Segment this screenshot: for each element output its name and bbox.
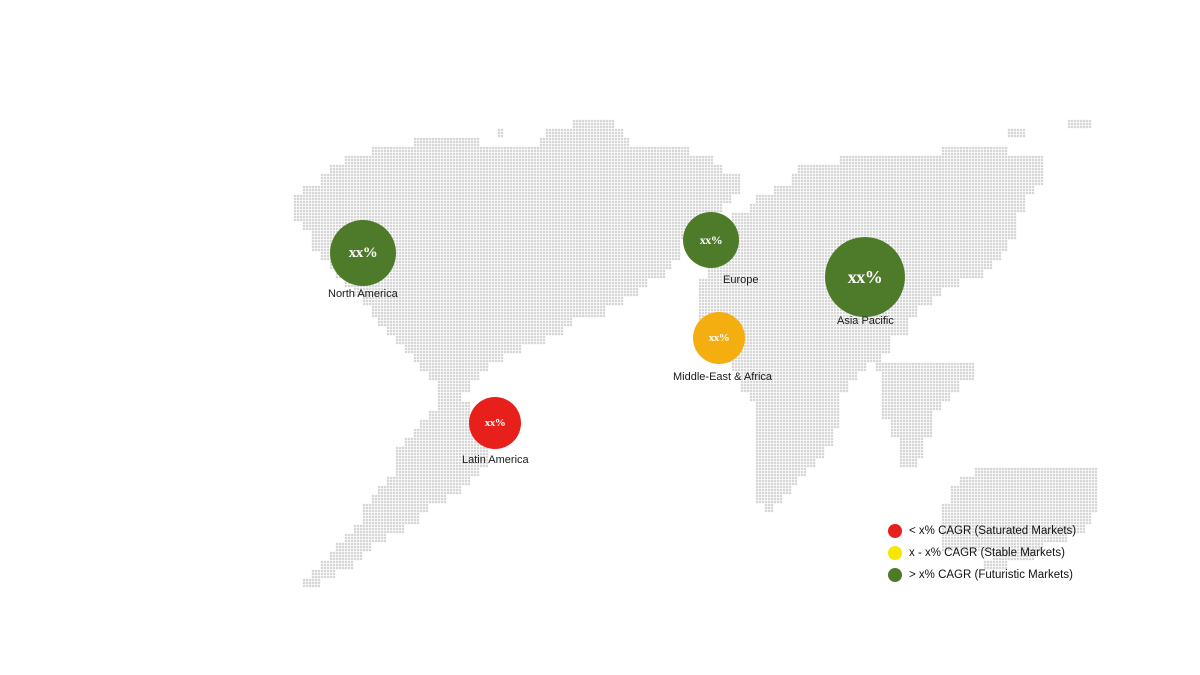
bubble-asia-pacific[interactable]: xx%: [825, 237, 905, 317]
legend-label-futuristic: > x% CAGR (Futuristic Markets): [909, 569, 1073, 581]
bubble-value-europe: xx%: [699, 233, 723, 247]
region-label-north-america: North America: [328, 288, 398, 300]
legend-dot-saturated: [888, 524, 902, 538]
legend-item-saturated[interactable]: < x% CAGR (Saturated Markets): [888, 520, 1118, 542]
legend-label-saturated: < x% CAGR (Saturated Markets): [909, 525, 1077, 537]
bubble-value-latin-america: xx%: [484, 416, 506, 429]
bubble-europe[interactable]: xx%: [683, 212, 739, 268]
legend-item-stable[interactable]: x - x% CAGR (Stable Markets): [888, 542, 1118, 564]
region-label-middle-east-africa: Middle-East & Africa: [673, 371, 773, 383]
legend: < x% CAGR (Saturated Markets) x - x% CAG…: [888, 520, 1118, 586]
bubble-value-asia-pacific: xx%: [847, 267, 883, 287]
bubble-latin-america[interactable]: xx%: [469, 397, 521, 449]
region-label-asia-pacific: Asia Pacific: [837, 315, 894, 327]
region-label-europe: Europe: [723, 274, 759, 286]
region-label-latin-america: Latin America: [462, 454, 529, 466]
legend-item-futuristic[interactable]: > x% CAGR (Futuristic Markets): [888, 564, 1118, 586]
legend-dot-futuristic: [888, 568, 902, 582]
bubble-north-america[interactable]: xx%: [330, 220, 396, 286]
bubble-middle-east-africa[interactable]: xx%: [693, 312, 745, 364]
legend-dot-stable: [888, 546, 902, 560]
bubble-value-middle-east-africa: xx%: [708, 331, 730, 344]
bubble-value-north-america: xx%: [348, 244, 378, 261]
legend-label-stable: x - x% CAGR (Stable Markets): [909, 547, 1065, 559]
